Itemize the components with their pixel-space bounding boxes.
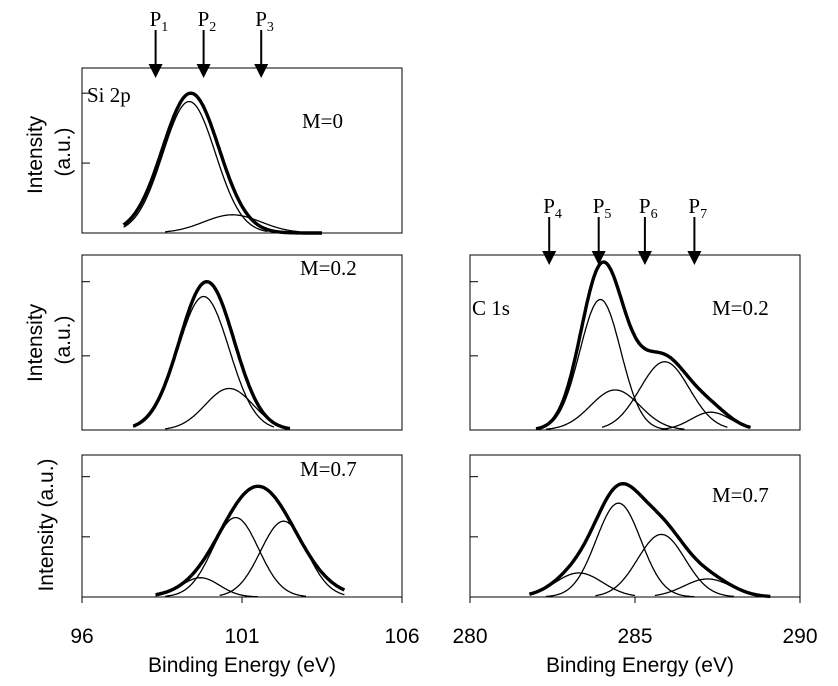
panel-c1s-m02: P4 P5 P6 P7 C 1s M=0.2 <box>470 194 800 430</box>
panel-si2p-m0: P1 P2 P3 Si 2p M=0 Intensity (a.u.) <box>24 7 402 233</box>
x-tick-label-0: 280 <box>452 625 487 648</box>
peak-marker-label: P4 <box>543 194 562 222</box>
component-curve-1 <box>536 300 668 430</box>
y-axis-label-line-1: Intensity <box>24 303 47 382</box>
annotation: M=0.2 <box>300 256 357 280</box>
peak-markers: P1 P2 P3 <box>149 7 274 78</box>
peak-marker-P2: P2 <box>197 7 217 78</box>
x-tick-label-2: 290 <box>782 625 817 648</box>
x-tick-label-1: 101 <box>224 625 259 648</box>
peak-marker-P1: P1 <box>149 7 169 78</box>
peak-marker-P3: P3 <box>254 7 274 78</box>
curves <box>156 486 345 597</box>
peak-marker-label: P7 <box>688 194 707 222</box>
envelope-curve <box>156 486 345 594</box>
panel-label: C 1s <box>472 296 510 320</box>
peak-markers: P4 P5 P6 P7 <box>542 194 707 265</box>
plot-frame <box>82 255 402 430</box>
peak-marker-P6: P6 <box>638 194 658 265</box>
panel-si2p-m02: M=0.2 Intensity (a.u.) <box>24 255 402 430</box>
panel-si2p-m07: 96 101 106 M=0.7 Intensity (a.u.) Binding … <box>35 455 420 677</box>
x-tick-label-1: 285 <box>617 625 652 648</box>
peak-marker-label: P3 <box>255 7 274 35</box>
component-curve-2 <box>165 215 299 232</box>
peak-marker-P7: P7 <box>687 194 707 265</box>
plot-frame <box>470 255 800 430</box>
curves <box>133 282 290 429</box>
envelope-curve <box>124 93 322 233</box>
envelope-curve <box>536 262 751 429</box>
peak-marker-P4: P4 <box>542 194 562 265</box>
peak-marker-label: P1 <box>150 7 169 35</box>
curves <box>536 262 751 429</box>
annotation: M=0.7 <box>712 483 769 507</box>
peak-marker-label: P2 <box>198 7 217 35</box>
panel-label: Si 2p <box>87 83 131 107</box>
component-curve-1 <box>165 518 306 597</box>
y-axis-label: Intensity (a.u.) <box>35 458 58 591</box>
y-axis-label-line-1: Intensity <box>24 115 47 194</box>
peak-marker-label: P5 <box>593 194 612 222</box>
panel-c1s-m07: 280 285 290 M=0.7 Binding Energy (eV) <box>452 455 817 677</box>
y-axis-label: Intensity (a.u.) <box>24 110 75 194</box>
x-axis-label: Binding Energy (eV) <box>546 654 734 677</box>
component-curve-2 <box>220 521 345 595</box>
annotation: M=0.7 <box>300 457 357 481</box>
ticks <box>82 282 90 356</box>
y-axis-label-line-2: (a.u.) <box>52 127 75 176</box>
y-axis-label-line-2: (a.u.) <box>52 315 75 364</box>
curves <box>124 93 322 233</box>
y-axis-label: Intensity (a.u.) <box>24 298 75 382</box>
ticks: 96 101 106 <box>70 477 419 648</box>
peak-marker-P5: P5 <box>592 194 612 265</box>
x-tick-label-0: 96 <box>70 625 93 648</box>
component-curve-2 <box>595 534 734 596</box>
x-tick-label-2: 106 <box>384 625 419 648</box>
component-curve-3 <box>602 362 727 427</box>
x-axis-label: Binding Energy (eV) <box>148 654 336 677</box>
component-curve-4 <box>655 579 771 597</box>
annotation: M=0 <box>302 109 343 133</box>
annotation: M=0.2 <box>712 296 769 320</box>
peak-marker-label: P6 <box>639 194 658 222</box>
